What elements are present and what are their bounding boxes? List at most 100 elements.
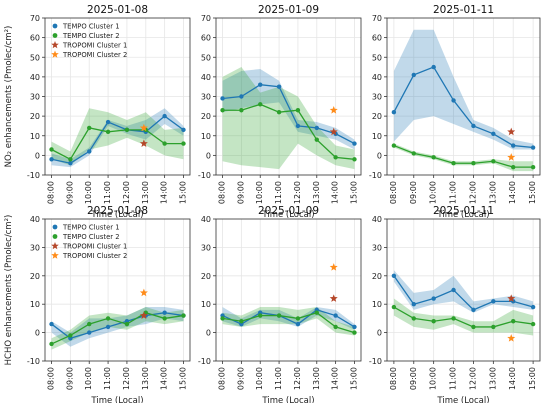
x-tick-label: 10:00 bbox=[255, 181, 264, 204]
series-line bbox=[393, 144, 534, 168]
x-axis-label: Time (Local) bbox=[436, 396, 489, 403]
y-tick-label: 40 bbox=[372, 215, 382, 224]
data-point bbox=[295, 123, 301, 129]
data-point bbox=[511, 164, 516, 170]
legend-marker bbox=[51, 242, 59, 250]
tropomi-star bbox=[507, 334, 516, 342]
data-point bbox=[49, 147, 54, 152]
data-point bbox=[471, 324, 476, 330]
data-point bbox=[530, 321, 536, 327]
x-tick-label: 10:00 bbox=[429, 181, 438, 204]
tropomi-star bbox=[139, 139, 148, 147]
data-point bbox=[220, 108, 225, 113]
series-line bbox=[393, 66, 534, 149]
x-tick-label: 14:00 bbox=[160, 367, 169, 390]
data-point bbox=[391, 143, 397, 148]
y-tick-label: 40 bbox=[201, 215, 211, 224]
legend-marker bbox=[51, 251, 59, 259]
panel-title: 2025-01-11 bbox=[433, 205, 494, 217]
x-tick-label: 10:00 bbox=[429, 367, 438, 390]
data-point bbox=[471, 123, 476, 129]
x-tick-label: 13:00 bbox=[488, 181, 497, 204]
data-point bbox=[162, 113, 167, 119]
data-point bbox=[451, 161, 456, 166]
legend-label: TROPOMI Cluster 1 bbox=[62, 42, 127, 50]
data-point bbox=[105, 324, 111, 330]
y-axis-label: NO₂ enhancements (Pmolec/cm²) bbox=[4, 26, 14, 168]
data-point bbox=[68, 161, 73, 166]
data-point bbox=[333, 313, 338, 318]
uncertainty-band bbox=[222, 307, 355, 330]
y-tick-label: -10 bbox=[369, 357, 382, 366]
data-point bbox=[258, 82, 263, 87]
legend-label: TROPOMI Cluster 1 bbox=[62, 243, 127, 251]
y-tick-label: 10 bbox=[30, 300, 40, 309]
data-point bbox=[314, 125, 319, 131]
legend-marker bbox=[51, 50, 59, 58]
y-tick-label: 60 bbox=[201, 34, 211, 43]
uncertainty-band bbox=[393, 298, 534, 336]
axes-frame bbox=[215, 218, 362, 362]
data-point bbox=[124, 127, 130, 133]
panel-title: 2025-01-08 bbox=[87, 4, 148, 16]
legend-label: TEMPO Cluster 2 bbox=[62, 32, 120, 40]
panel-5: -10 0 10 20 30 40 08:00 09:00 10:00 11:00 12:00 13:… bbox=[198, 205, 362, 403]
series-line bbox=[51, 115, 184, 164]
legend-label: TEMPO Cluster 1 bbox=[62, 23, 120, 31]
y-tick-label: 20 bbox=[30, 272, 40, 281]
y-tick-label: 0 bbox=[377, 151, 382, 160]
data-point bbox=[411, 151, 416, 156]
legend-marker bbox=[52, 224, 58, 230]
series-line bbox=[393, 275, 534, 311]
x-tick-label: 14:00 bbox=[160, 181, 169, 204]
y-tick-label: 30 bbox=[201, 93, 211, 102]
series-line bbox=[51, 312, 184, 339]
data-point bbox=[352, 324, 357, 330]
y-tick-label: 40 bbox=[201, 73, 211, 82]
data-point bbox=[49, 321, 54, 327]
y-tick-label: 0 bbox=[35, 329, 40, 338]
data-point bbox=[491, 159, 496, 164]
data-point bbox=[530, 304, 536, 310]
data-point bbox=[511, 319, 516, 324]
y-tick-label: 60 bbox=[30, 34, 40, 43]
data-point bbox=[391, 110, 397, 115]
x-tick-label: 09:00 bbox=[236, 367, 245, 390]
y-tick-label: 30 bbox=[372, 93, 382, 102]
tropomi-star bbox=[507, 153, 516, 161]
legend-label: TEMPO Cluster 1 bbox=[62, 224, 120, 232]
data-point bbox=[295, 321, 301, 327]
x-tick-label: 12:00 bbox=[293, 181, 302, 204]
data-point bbox=[276, 313, 282, 318]
x-tick-label: 13:00 bbox=[141, 367, 150, 390]
data-point bbox=[491, 131, 496, 136]
legend-label: TROPOMI Cluster 2 bbox=[62, 252, 127, 260]
y-tick-label: 50 bbox=[372, 53, 382, 62]
y-tick-label: -10 bbox=[198, 357, 211, 366]
legend-marker bbox=[52, 33, 58, 38]
data-point bbox=[451, 287, 456, 293]
series-line bbox=[51, 127, 184, 161]
tropomi-star bbox=[329, 263, 338, 271]
y-tick-label: 60 bbox=[372, 34, 382, 43]
x-tick-label: 10:00 bbox=[84, 181, 93, 204]
x-tick-label: 08:00 bbox=[47, 181, 56, 204]
uncertainty-band bbox=[393, 29, 534, 150]
series-line bbox=[393, 306, 534, 328]
axes-frame bbox=[386, 218, 541, 362]
x-tick-label: 13:00 bbox=[312, 181, 321, 204]
data-point bbox=[181, 313, 186, 318]
data-point bbox=[295, 316, 301, 321]
data-point bbox=[49, 341, 54, 347]
uncertainty-band bbox=[51, 108, 184, 166]
y-tick-label: 20 bbox=[201, 272, 211, 281]
data-point bbox=[276, 84, 282, 89]
tropomi-star bbox=[329, 106, 338, 114]
data-point bbox=[314, 310, 319, 315]
data-point bbox=[491, 324, 496, 330]
legend-marker bbox=[51, 41, 59, 49]
x-tick-label: 13:00 bbox=[488, 367, 497, 390]
data-point bbox=[471, 307, 476, 313]
panel-3: -10 0 10 20 30 40 50 60 70 08:00 09:00 10:00 11:00 12… bbox=[369, 4, 541, 220]
